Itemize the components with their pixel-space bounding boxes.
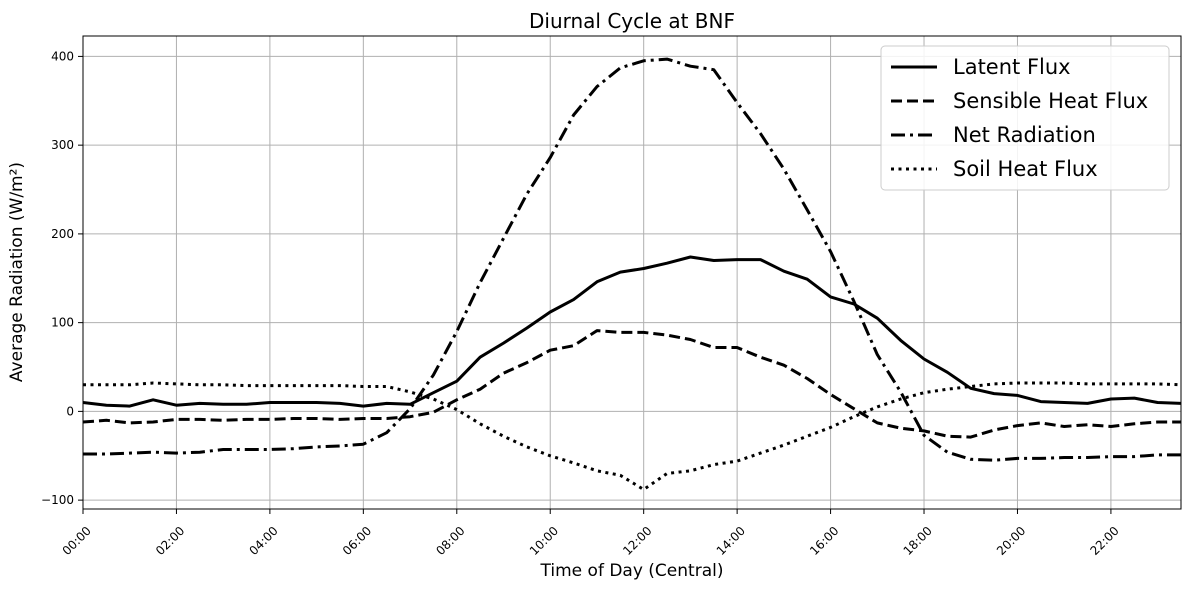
y-axis-label: Average Radiation (W/m²) — [7, 162, 27, 382]
x-tick-label: 08:00 — [433, 524, 467, 558]
legend-label: Latent Flux — [953, 55, 1071, 79]
x-tick-label: 12:00 — [620, 524, 654, 558]
y-tick-label: 400 — [51, 49, 74, 63]
series-line-dotted — [83, 381, 1182, 491]
x-tick-label: 14:00 — [714, 524, 748, 558]
series-line-dashdot — [83, 57, 1181, 462]
series-layer — [82, 57, 1182, 491]
x-tick-label: 02:00 — [153, 524, 187, 558]
y-tick-label: 200 — [51, 227, 74, 241]
x-tick-label: 06:00 — [340, 524, 374, 558]
series-line-dashed — [82, 329, 1181, 439]
legend-label: Net Radiation — [953, 123, 1096, 147]
y-tick-label: 300 — [51, 138, 74, 152]
x-tick-label: 00:00 — [60, 524, 94, 558]
legend: Latent Flux Sensible Heat Flux Net Radiati… — [880, 45, 1170, 191]
series-line-solid — [82, 255, 1182, 408]
legend-box — [880, 45, 1170, 191]
x-tick-label: 20:00 — [994, 524, 1028, 558]
legend-label: Sensible Heat Flux — [953, 89, 1148, 113]
plot-area — [82, 35, 1182, 510]
x-tick-label: 16:00 — [807, 524, 841, 558]
y-tick-label: 100 — [51, 316, 74, 330]
y-tick-label: 0 — [66, 404, 74, 418]
y-tick-label: −100 — [41, 493, 74, 507]
chart-title: Diurnal Cycle at BNF — [529, 9, 735, 33]
x-tick-label: 10:00 — [527, 524, 561, 558]
x-tick-label: 18:00 — [901, 524, 935, 558]
x-axis-label: Time of Day (Central) — [540, 561, 724, 581]
legend-label: Soil Heat Flux — [953, 157, 1098, 181]
x-tick-label: 04:00 — [246, 524, 280, 558]
x-tick-label: 22:00 — [1087, 524, 1121, 558]
